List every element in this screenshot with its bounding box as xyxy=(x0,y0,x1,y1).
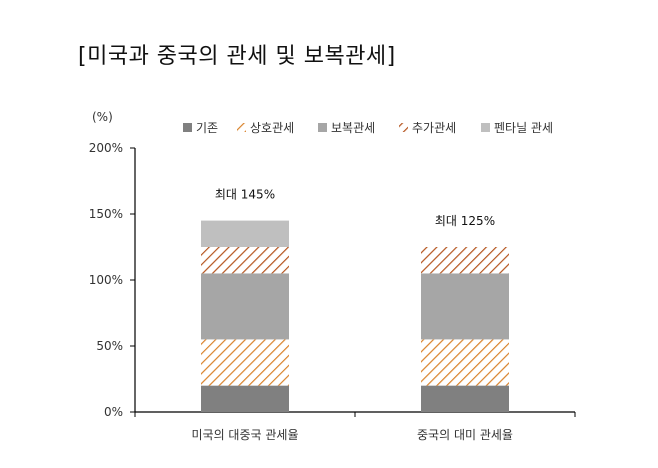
legend-swatch xyxy=(318,123,327,132)
legend-label: 추가관세 xyxy=(412,121,456,135)
annotations: 최대 145% 최대 125% xyxy=(215,188,495,228)
total-annotation: 최대 125% xyxy=(435,214,495,228)
y-tick-label: 50% xyxy=(96,339,123,353)
x-category-label: 중국의 대미 관세율 xyxy=(417,428,513,442)
bars xyxy=(201,220,509,412)
y-tick-label: 0% xyxy=(104,405,123,419)
y-unit-label: (%) xyxy=(92,110,113,124)
y-tick-label: 200% xyxy=(89,141,123,155)
bar-segment-2-4 xyxy=(421,247,509,274)
bar-segment-1-4 xyxy=(201,247,289,274)
y-tick-label: 100% xyxy=(89,273,123,287)
legend-label: 펜타닐 관세 xyxy=(494,121,553,135)
total-annotation: 최대 145% xyxy=(215,188,275,202)
bar-segment-1-1 xyxy=(201,385,289,412)
legend-label: 상호관세 xyxy=(250,121,294,135)
axes: 0% 50% 100% 150% 200% (%) 미국의 대중국 관세율 중국의 대미 관세… xyxy=(89,110,576,442)
legend-label: 보복관세 xyxy=(331,121,375,135)
legend-swatch xyxy=(481,123,490,132)
legend: 기존 상호관세 보복관세 추가관세 펜타닐 관세 xyxy=(183,121,553,135)
bar-segment-2-2 xyxy=(421,339,509,386)
legend-swatch xyxy=(399,123,408,132)
x-category-label: 미국의 대중국 관세율 xyxy=(192,428,299,442)
chart-title: [미국과 중국의 관세 및 보복관세] xyxy=(78,44,396,69)
bar-segment-1-3 xyxy=(201,273,289,340)
y-tick-label: 150% xyxy=(89,207,123,221)
bar-segment-2-3 xyxy=(421,273,509,340)
legend-swatch xyxy=(237,123,246,132)
bar-segment-2-1 xyxy=(421,385,509,412)
legend-label: 기존 xyxy=(196,121,218,135)
bar-segment-1-5 xyxy=(201,220,289,247)
bar-segment-1-2 xyxy=(201,339,289,386)
legend-swatch xyxy=(183,123,192,132)
